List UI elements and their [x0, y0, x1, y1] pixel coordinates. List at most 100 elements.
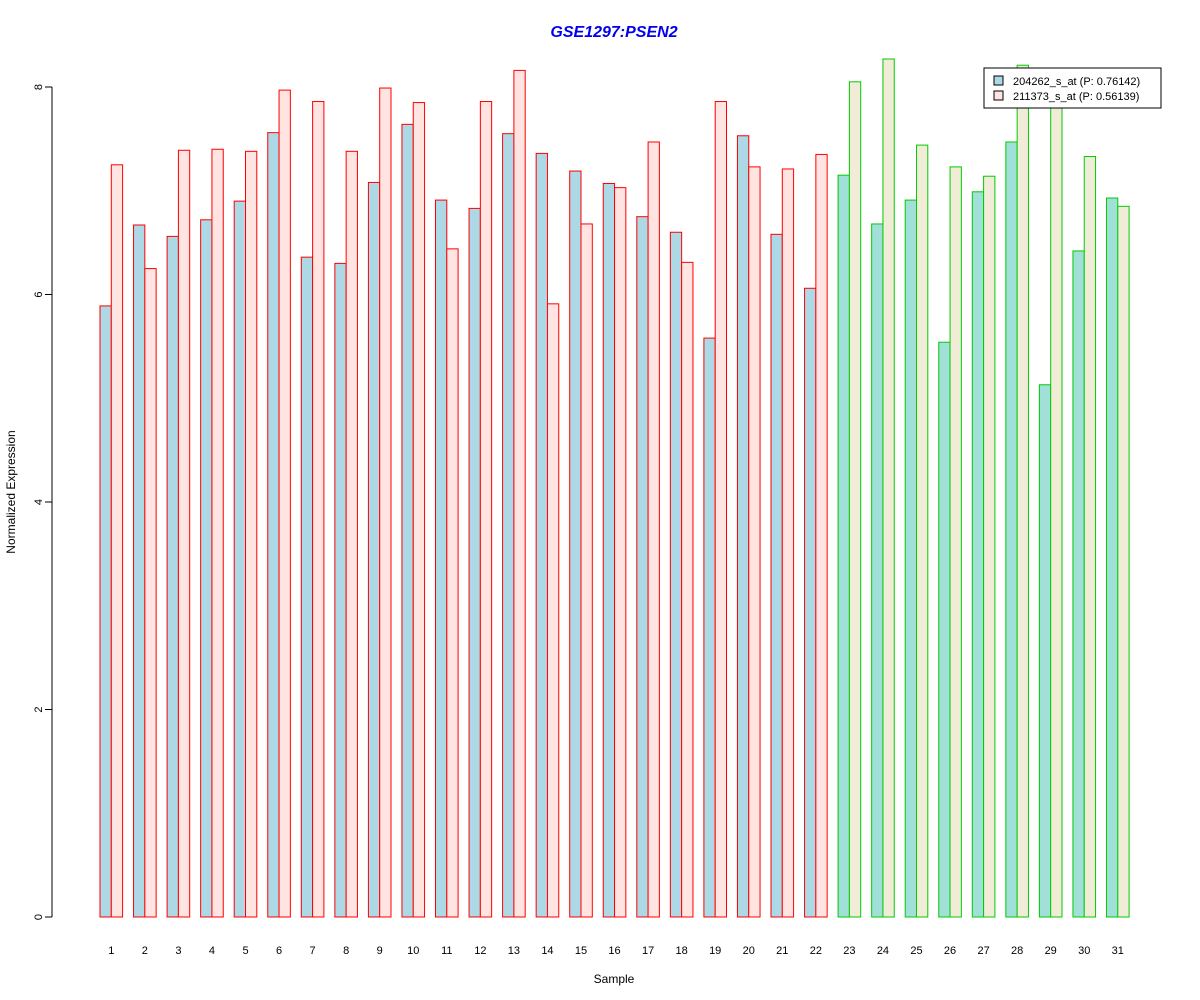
x-tick-label: 10 — [407, 945, 419, 957]
bar-series-2 — [848, 81, 862, 918]
x-tick-label: 26 — [944, 945, 956, 957]
bar-series-1 — [334, 262, 347, 918]
bars-group — [99, 58, 1130, 918]
x-tick-label: 29 — [1045, 945, 1057, 957]
bar-series-2 — [144, 268, 157, 918]
bar-series-1 — [99, 305, 112, 918]
bar-series-1 — [502, 133, 515, 918]
x-tick-label: 15 — [575, 945, 587, 957]
bar-series-2 — [312, 101, 325, 918]
bar-series-2 — [614, 187, 627, 918]
x-tick-label: 7 — [310, 945, 316, 957]
bar-series-2 — [815, 153, 828, 918]
x-tick-label: 21 — [776, 945, 788, 957]
bar-series-2 — [647, 141, 660, 918]
x-tick-label: 22 — [810, 945, 822, 957]
bar-series-1 — [468, 207, 481, 918]
bar-series-2 — [245, 150, 258, 918]
bar-series-2 — [748, 166, 761, 918]
legend-box — [983, 67, 1162, 109]
y-tick-label: 2 — [33, 706, 45, 712]
x-tick-label: 4 — [209, 945, 215, 957]
bar-series-2 — [479, 101, 493, 918]
bar-series-2 — [177, 149, 191, 918]
legend-swatch-series-2 — [993, 90, 1004, 101]
bar-series-2 — [882, 58, 895, 918]
x-axis-title: Sample — [594, 972, 635, 986]
bar-series-1 — [703, 337, 716, 918]
bar-series-1 — [837, 174, 850, 918]
bar-series-1 — [938, 341, 951, 918]
x-tick-label: 31 — [1112, 945, 1124, 957]
x-tick-label: 3 — [175, 945, 181, 957]
x-tick-label: 20 — [743, 945, 755, 957]
bar-series-2 — [1016, 64, 1029, 918]
bar-series-1 — [636, 216, 649, 918]
bar-series-1 — [1005, 141, 1018, 918]
x-tick-label: 25 — [910, 945, 922, 957]
bar-series-2 — [949, 166, 962, 918]
bar-series-1 — [736, 135, 750, 918]
chart-title: GSE1297:PSEN2 — [550, 24, 677, 41]
x-tick-label: 24 — [877, 945, 889, 957]
y-axis: 0 2 4 6 8 — [33, 84, 53, 920]
bar-series-1 — [569, 170, 582, 918]
bar-series-1 — [804, 287, 817, 918]
x-tick-label: 27 — [977, 945, 989, 957]
bar-series-1 — [367, 181, 381, 918]
x-tick-label: 12 — [474, 945, 486, 957]
bar-series-1 — [871, 223, 884, 918]
y-tick-label: 0 — [33, 914, 45, 920]
bar-series-1 — [1072, 250, 1085, 918]
bar-series-2 — [446, 248, 459, 918]
bar-series-1 — [233, 200, 246, 918]
bar-series-1 — [602, 182, 616, 918]
bar-series-2 — [345, 150, 358, 918]
bar-series-2 — [546, 303, 560, 918]
bar-series-2 — [916, 144, 929, 918]
bar-series-2 — [1117, 205, 1130, 918]
bar-series-1 — [669, 231, 683, 918]
bar-series-2 — [1050, 101, 1063, 918]
bar-series-2 — [681, 261, 694, 918]
y-tick-label: 4 — [33, 499, 45, 505]
bar-series-1 — [1038, 384, 1052, 918]
bar-series-2 — [211, 148, 224, 918]
bar-series-2 — [513, 69, 526, 918]
bar-series-2 — [983, 175, 996, 918]
x-tick-label: 14 — [541, 945, 553, 957]
x-tick-label: 16 — [608, 945, 620, 957]
bar-series-1 — [535, 152, 548, 918]
bar-series-1 — [770, 233, 783, 918]
x-tick-label: 11 — [441, 945, 452, 957]
x-tick-label: 28 — [1011, 945, 1023, 957]
y-tick-label: 8 — [33, 84, 45, 90]
x-tick-label: 30 — [1078, 945, 1090, 957]
bar-series-2 — [110, 164, 124, 918]
bar-series-2 — [412, 102, 426, 918]
bar-series-2 — [714, 101, 728, 918]
bar-series-1 — [133, 224, 146, 918]
bar-series-1 — [166, 235, 179, 918]
x-tick-label: 1 — [108, 945, 114, 957]
bar-series-1 — [904, 199, 918, 918]
bar-series-1 — [401, 123, 414, 918]
bar-series-1 — [1106, 197, 1119, 918]
x-tick-label: 5 — [242, 945, 248, 957]
x-tick-label: 17 — [642, 945, 654, 957]
x-axis-ticks: 1 2 3 4 5 6 7 8 9 10 11 12 13 14 15 16 17 18 19 20 21 22 23 24 2… — [108, 945, 1124, 957]
bar-series-1 — [267, 132, 280, 918]
legend-swatch-series-1 — [993, 75, 1004, 86]
x-tick-label: 6 — [276, 945, 282, 957]
bar-series-2 — [278, 89, 291, 918]
bar-series-1 — [300, 256, 314, 918]
bar-series-2 — [379, 87, 392, 918]
legend: 204262_s_at (P: 0.76142) 211373_s_at (P:… — [983, 67, 1162, 109]
legend-label-series-2: 211373_s_at (P: 0.56139) — [1013, 91, 1139, 103]
x-tick-label: 2 — [142, 945, 148, 957]
x-tick-label: 13 — [508, 945, 520, 957]
x-tick-label: 18 — [676, 945, 688, 957]
bar-series-1 — [971, 191, 985, 918]
